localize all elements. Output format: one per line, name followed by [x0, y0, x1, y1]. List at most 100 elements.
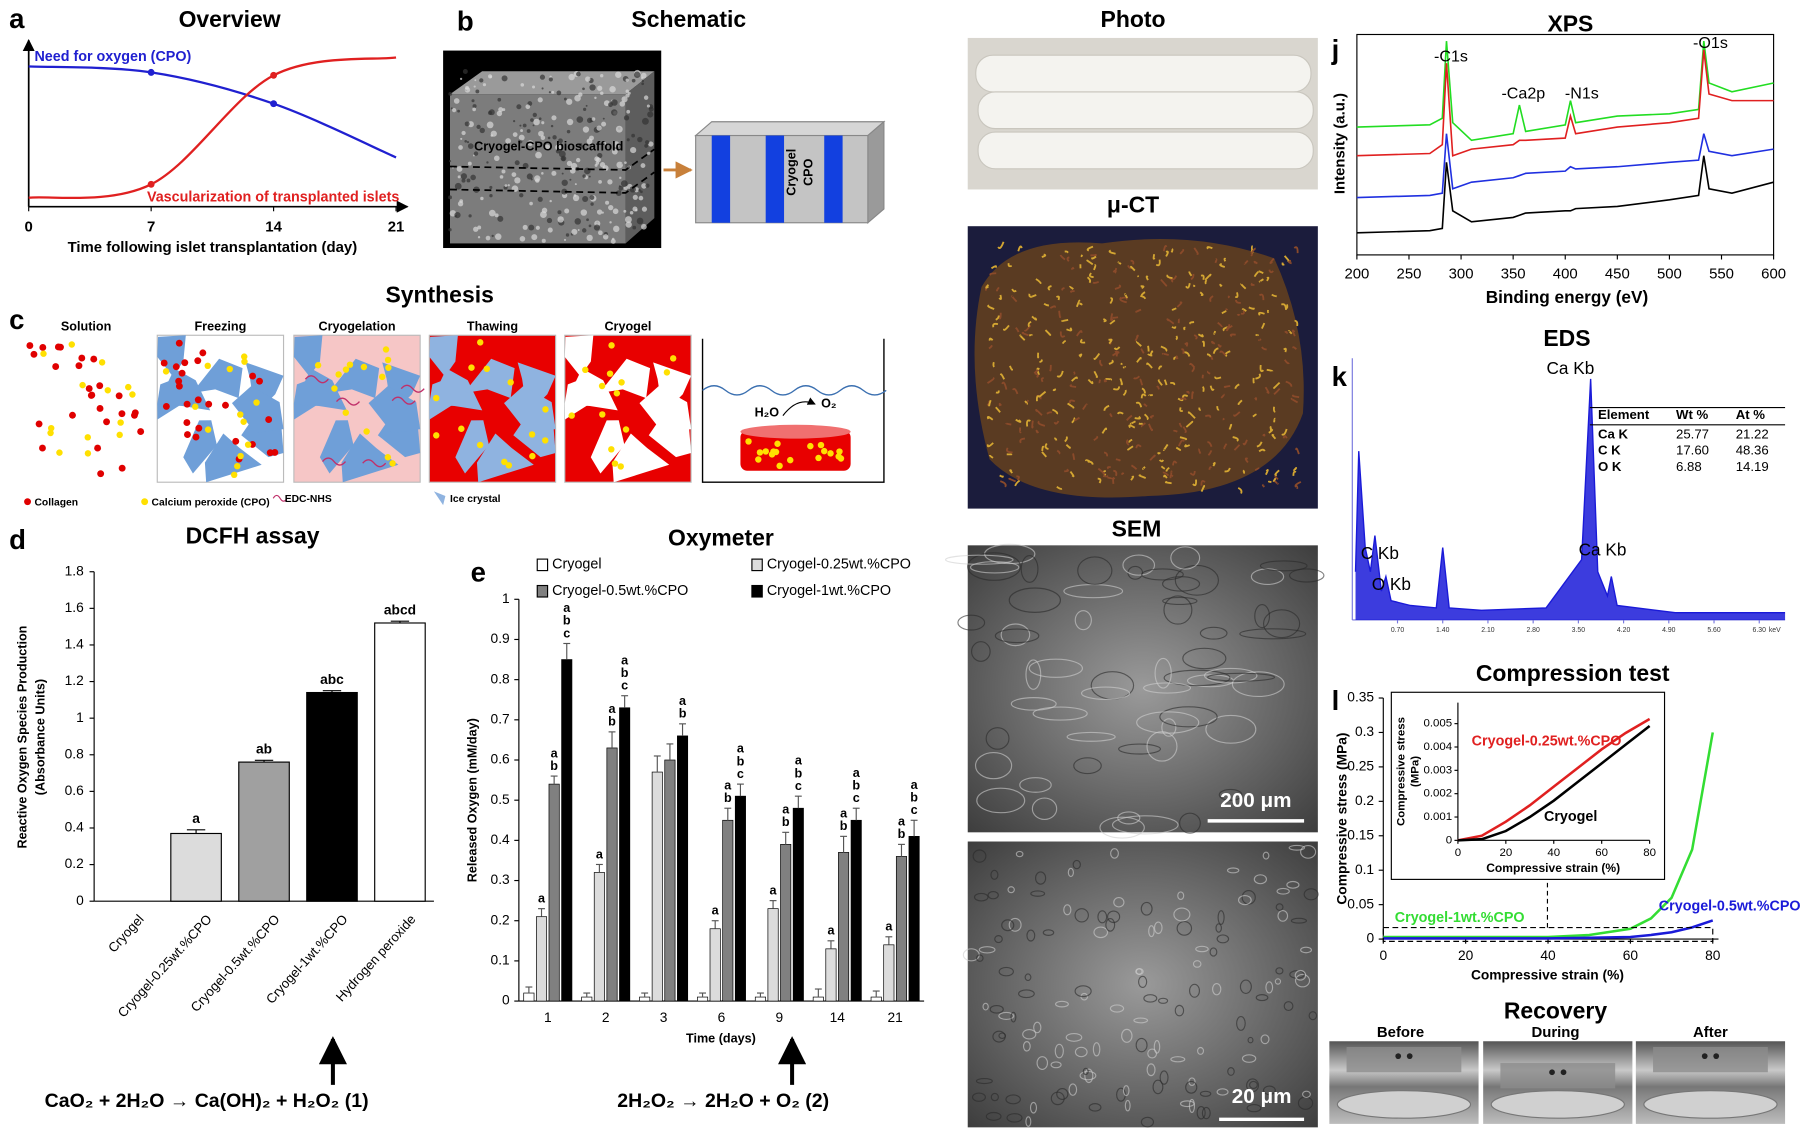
- texture: [644, 140, 650, 145]
- ct-texture: [1191, 366, 1195, 373]
- y-tick-label: 0.005: [1423, 718, 1452, 730]
- sem-texture: [1113, 896, 1125, 908]
- collagen: [183, 400, 191, 408]
- legend-label: Cryogel-0.5wt.%CPO: [552, 583, 688, 599]
- ct-texture: [987, 304, 995, 310]
- ct-texture: [1166, 274, 1173, 279]
- sem-texture: [969, 561, 1020, 574]
- ct-texture: [1213, 330, 1217, 335]
- texture: [571, 228, 578, 235]
- y-tick-label: 0.003: [1423, 764, 1452, 776]
- texture: [589, 135, 594, 141]
- texture: [457, 109, 461, 113]
- collagen: [52, 363, 60, 370]
- ct-texture: [986, 377, 995, 384]
- sem-texture: [1179, 812, 1201, 834]
- collagen: [192, 433, 200, 441]
- texture: [637, 136, 643, 143]
- ct-texture: [1242, 439, 1248, 446]
- ct-texture: [1091, 255, 1097, 260]
- texture: [632, 206, 638, 212]
- texture: [532, 124, 535, 127]
- y-tick-label: 0.004: [1423, 741, 1452, 753]
- table-header: At %: [1736, 407, 1766, 422]
- texture: [631, 133, 635, 138]
- sem-texture: [1122, 1085, 1130, 1097]
- ct-texture: [1294, 319, 1299, 327]
- texture: [548, 91, 551, 94]
- texture: [519, 236, 526, 242]
- ct-texture: [1157, 379, 1163, 386]
- ct-texture: [1034, 372, 1039, 378]
- y-tick-label: 0.1: [491, 953, 510, 968]
- sem-texture: [1262, 609, 1301, 639]
- ct-texture: [1035, 278, 1042, 285]
- ice-crystal: [599, 358, 651, 399]
- ct-texture: [1102, 318, 1107, 323]
- texture: [601, 121, 607, 127]
- ct-texture: [1120, 472, 1125, 476]
- ct-texture: [1191, 391, 1195, 399]
- texture: [514, 160, 520, 166]
- legend-swatch: [536, 584, 549, 598]
- ice-crystal: [639, 386, 692, 434]
- texture: [485, 235, 491, 241]
- ct-texture: [1204, 414, 1212, 418]
- ct-texture: [1200, 274, 1205, 280]
- panel-title: Schematic: [631, 6, 746, 32]
- ct-texture: [1258, 448, 1266, 453]
- texture: [638, 195, 644, 201]
- ct-texture: [1035, 395, 1040, 402]
- cpo: [476, 441, 484, 449]
- ct-texture: [1180, 348, 1185, 354]
- sem-texture: [982, 1002, 989, 1011]
- ct-texture: [1017, 245, 1023, 252]
- ct-texture: [1041, 253, 1047, 258]
- cpo: [599, 411, 606, 418]
- texture: [525, 104, 531, 110]
- texture: [588, 175, 591, 178]
- cpo: [606, 370, 614, 377]
- sem-texture: [1231, 671, 1285, 698]
- cpo: [837, 455, 845, 462]
- table-cell: Ca K: [1598, 427, 1629, 442]
- ct-texture: [1178, 439, 1186, 447]
- x-tick-label: 2.10: [1481, 627, 1495, 634]
- x-tick-label: 60: [1623, 948, 1639, 963]
- texture: [641, 82, 645, 86]
- cpo: [568, 412, 575, 419]
- collagen: [175, 377, 183, 385]
- ct-texture: [1072, 453, 1076, 461]
- panel-title: Photo: [1101, 6, 1166, 32]
- ct-texture: [1143, 403, 1148, 408]
- texture: [569, 178, 572, 181]
- texture: [549, 199, 552, 203]
- texture: [582, 228, 587, 233]
- ct-texture: [992, 361, 995, 368]
- ct-texture: [1103, 404, 1110, 411]
- inset-frame: [1390, 691, 1666, 880]
- texture: [497, 215, 504, 222]
- ct-texture: [1059, 254, 1066, 261]
- ct-texture: [1179, 407, 1184, 412]
- ct-texture: [1126, 414, 1133, 421]
- peak-label: -N1s: [1565, 84, 1599, 102]
- ct-texture: [1002, 324, 1010, 331]
- collagen: [85, 385, 93, 392]
- ct-texture: [1093, 435, 1099, 442]
- texture: [566, 118, 574, 126]
- plot-frame: [1356, 33, 1775, 256]
- sem-texture: [1133, 1017, 1149, 1024]
- texture: [608, 204, 614, 211]
- sem-texture: [1148, 925, 1155, 938]
- layer-label: CPO: [802, 158, 816, 186]
- texture: [623, 115, 630, 121]
- ct-texture: [1266, 276, 1270, 282]
- x-axis-label: Time following islet transplantation (da…: [68, 239, 358, 256]
- peak-label: C Kb: [1361, 543, 1399, 563]
- ct-texture: [1240, 310, 1245, 315]
- ct-texture: [1026, 419, 1031, 427]
- ct-texture: [1207, 441, 1213, 448]
- texture: [621, 96, 628, 103]
